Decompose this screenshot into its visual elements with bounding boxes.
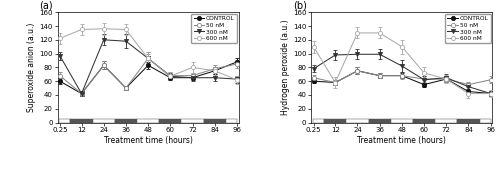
FancyBboxPatch shape <box>346 119 368 122</box>
FancyBboxPatch shape <box>92 119 115 122</box>
Text: (b): (b) <box>293 0 307 10</box>
FancyBboxPatch shape <box>480 119 490 122</box>
FancyBboxPatch shape <box>435 119 458 122</box>
FancyBboxPatch shape <box>70 119 92 122</box>
FancyBboxPatch shape <box>60 119 70 122</box>
FancyBboxPatch shape <box>115 119 137 122</box>
FancyBboxPatch shape <box>458 119 479 122</box>
FancyBboxPatch shape <box>182 119 204 122</box>
Text: (a): (a) <box>40 0 53 10</box>
Legend: CONTROL, 50 nM, 300 nM, 600 nM: CONTROL, 50 nM, 300 nM, 600 nM <box>192 14 237 43</box>
Y-axis label: Hydrogen peroxide (a.u.): Hydrogen peroxide (a.u.) <box>281 20 290 115</box>
FancyBboxPatch shape <box>391 119 413 122</box>
Y-axis label: Superoxide anion (a.u.): Superoxide anion (a.u.) <box>28 23 36 112</box>
Legend: CONTROL, 50 nM, 300 nM, 600 nM: CONTROL, 50 nM, 300 nM, 600 nM <box>445 14 490 43</box>
FancyBboxPatch shape <box>159 119 182 122</box>
FancyBboxPatch shape <box>313 119 324 122</box>
FancyBboxPatch shape <box>137 119 159 122</box>
FancyBboxPatch shape <box>324 119 346 122</box>
FancyBboxPatch shape <box>204 119 226 122</box>
FancyBboxPatch shape <box>226 119 237 122</box>
X-axis label: Treatment time (hours): Treatment time (hours) <box>104 136 192 145</box>
FancyBboxPatch shape <box>368 119 391 122</box>
X-axis label: Treatment time (hours): Treatment time (hours) <box>358 136 446 145</box>
FancyBboxPatch shape <box>413 119 435 122</box>
